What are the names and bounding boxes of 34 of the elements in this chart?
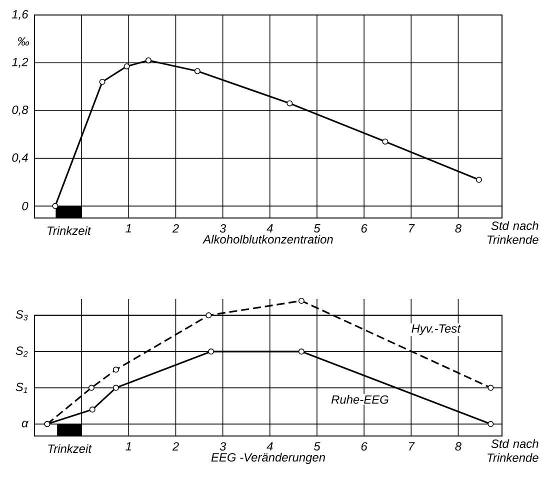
y-tick-label: S$_{1}$ (16, 382, 28, 393)
x-tick-label: 3 (220, 224, 226, 233)
x-tick-label: 4 (266, 224, 273, 232)
y-tick-label: S$_{2}$ (16, 346, 28, 357)
x-tick-label: 7 (409, 224, 415, 232)
x-tick-label: 3 (220, 442, 226, 451)
x-tick-label: 5 (314, 442, 320, 451)
y-tick-label: S$_{3}$ (16, 310, 28, 320)
y-tick-label: 0 (22, 202, 28, 210)
x-axis-title: EEG -Veränderungen (211, 452, 325, 464)
x-tick-label: 8 (455, 224, 462, 233)
y-tick-label: 1,6 (12, 10, 28, 20)
x-tick-label: 4 (266, 442, 273, 450)
band-label: Trinkzeit (48, 226, 92, 235)
x-tick-label: 5 (314, 224, 320, 233)
x-tick-label: 7 (409, 442, 415, 450)
band-label: Trinkzeit (48, 444, 92, 453)
x-tick-label: 2 (172, 224, 179, 233)
x-tick-label: 2 (172, 442, 179, 451)
series-label: Hyv.-Test (412, 324, 461, 336)
x-tick-label: 6 (361, 224, 368, 233)
y-tick-label: 1,2 (12, 58, 28, 68)
x-tick-label: 8 (455, 442, 462, 451)
y-tick-label: 0,4 (12, 153, 28, 164)
x-tick-label: 1 (126, 224, 131, 232)
text: Std nach Trinkende (488, 439, 538, 462)
text: Std nach Trinkende (488, 221, 538, 244)
x-tick-label: 6 (361, 442, 368, 451)
y-tick-label: 0,8 (12, 106, 28, 116)
y-axis-title: ‰ (18, 37, 29, 46)
x-tick-label: 1 (126, 442, 131, 450)
series-label: Ruhe-EEG (331, 395, 388, 404)
y-tick-label: α (22, 420, 29, 428)
x-axis-title: Alkoholblutkonzentration (202, 234, 333, 244)
